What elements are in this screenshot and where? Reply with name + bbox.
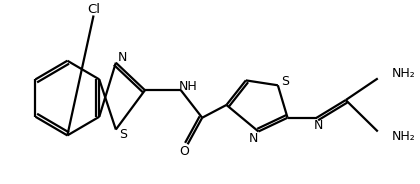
Text: N: N bbox=[314, 119, 323, 132]
Text: S: S bbox=[120, 128, 128, 141]
Text: Cl: Cl bbox=[87, 3, 100, 16]
Text: NH: NH bbox=[179, 80, 198, 93]
Text: NH₂: NH₂ bbox=[391, 67, 415, 80]
Text: O: O bbox=[179, 145, 189, 158]
Text: N: N bbox=[118, 51, 127, 64]
Text: NH₂: NH₂ bbox=[391, 130, 415, 143]
Text: S: S bbox=[282, 75, 290, 88]
Text: N: N bbox=[249, 132, 258, 145]
